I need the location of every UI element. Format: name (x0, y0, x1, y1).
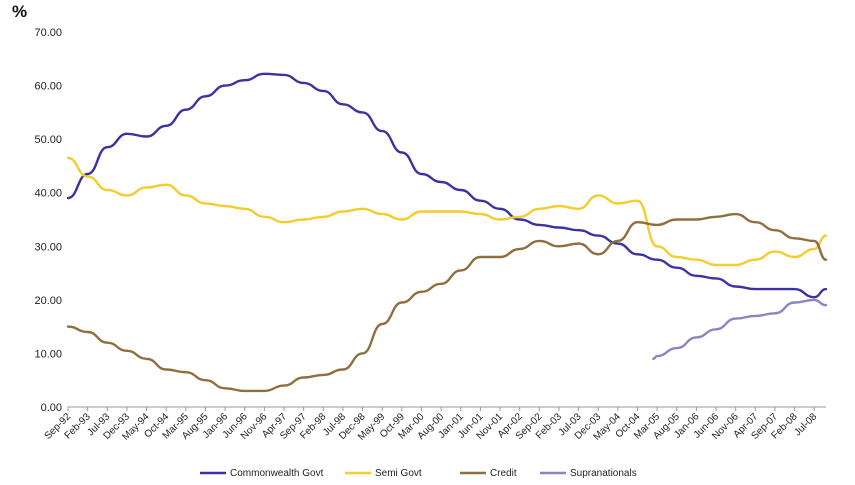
y-tick-label: 20.00 (34, 295, 62, 307)
y-axis: 0.00 10.00 20.00 30.00 40.00 50.00 60.00 70.00 (34, 27, 62, 414)
y-tick-label: 10.00 (34, 348, 62, 360)
y-axis-unit-label: % (12, 2, 27, 21)
legend-label-commonwealth-govt: Commonwealth Govt (230, 468, 324, 479)
legend: Commonwealth Govt Semi Govt Credit Supranat… (200, 468, 637, 479)
series-line-commonwealth-govt (66, 72, 828, 299)
y-tick-label: 50.00 (34, 134, 62, 146)
legend-label-credit: Credit (490, 468, 517, 479)
x-axis: Sep-92Feb-93Jul-93Dec-93May-94Oct-94Mar-… (43, 407, 820, 443)
series-line-supranationals (652, 298, 828, 360)
y-tick-label: 40.00 (34, 188, 62, 200)
legend-label-semi-govt: Semi Govt (375, 468, 422, 479)
series-layer (66, 72, 828, 393)
y-tick-label: 60.00 (34, 81, 62, 93)
y-tick-label: 30.00 (34, 241, 62, 253)
series-line-credit (66, 212, 828, 393)
series-line-semi-govt (66, 156, 828, 267)
y-tick-label: 70.00 (34, 27, 62, 39)
y-tick-label: 0.00 (41, 402, 62, 414)
x-tick-label: Jul-08 (792, 411, 819, 438)
legend-label-supranationals: Supranationals (570, 468, 637, 479)
